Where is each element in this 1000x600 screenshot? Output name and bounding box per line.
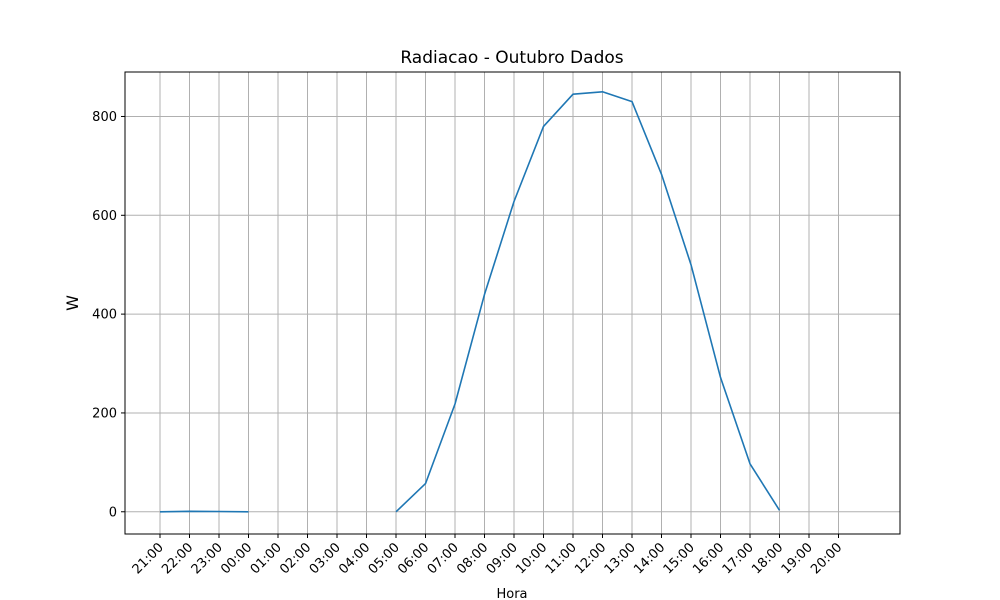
y-tick-label: 200: [92, 406, 117, 421]
y-axis-label: W: [63, 295, 82, 311]
x-tick-label: 13:00: [602, 540, 639, 577]
chart-title: Radiacao - Outubro Dados: [400, 48, 623, 68]
x-tick-label: 06:00: [395, 540, 432, 577]
radiation-series-line: [395, 91, 781, 513]
x-tick-label: 17:00: [720, 540, 757, 577]
x-tick-label: 20:00: [808, 540, 845, 577]
x-tick-label: 08:00: [454, 540, 491, 577]
x-tick-label: 03:00: [307, 540, 344, 577]
x-tick-label: 11:00: [543, 540, 580, 577]
x-tick-label: 09:00: [484, 540, 521, 577]
radiation-series-line: [159, 510, 249, 513]
x-axis-label: Hora: [496, 587, 527, 600]
x-tick-label: 05:00: [366, 540, 403, 577]
x-tick-label: 15:00: [661, 540, 698, 577]
x-tick-label: 14:00: [631, 540, 668, 577]
x-tick-label: 21:00: [130, 540, 167, 577]
x-tick-label: 10:00: [513, 540, 550, 577]
x-tick-label: 22:00: [159, 540, 196, 577]
x-tick-label: 01:00: [248, 540, 285, 577]
x-tick-label: 23:00: [189, 540, 226, 577]
plot-frame: [124, 71, 901, 535]
x-tick-label: 16:00: [690, 540, 727, 577]
x-tick-label: 02:00: [277, 540, 314, 577]
line-layer: [159, 91, 781, 513]
y-tick-label: 400: [92, 308, 117, 323]
x-tick-label: 04:00: [336, 540, 373, 577]
y-tick-label: 800: [92, 110, 117, 125]
y-tick-label: 600: [92, 209, 117, 224]
x-tick-label: 19:00: [779, 540, 816, 577]
x-tick-label: 12:00: [572, 540, 609, 577]
grid-layer: [125, 72, 900, 534]
x-tick-label: 18:00: [749, 540, 786, 577]
x-tick-label: 07:00: [425, 540, 462, 577]
y-tick-label: 0: [109, 505, 117, 520]
tick-layer: 21:0022:0023:0000:0001:0002:0003:0004:00…: [92, 110, 845, 577]
x-tick-label: 00:00: [218, 540, 255, 577]
